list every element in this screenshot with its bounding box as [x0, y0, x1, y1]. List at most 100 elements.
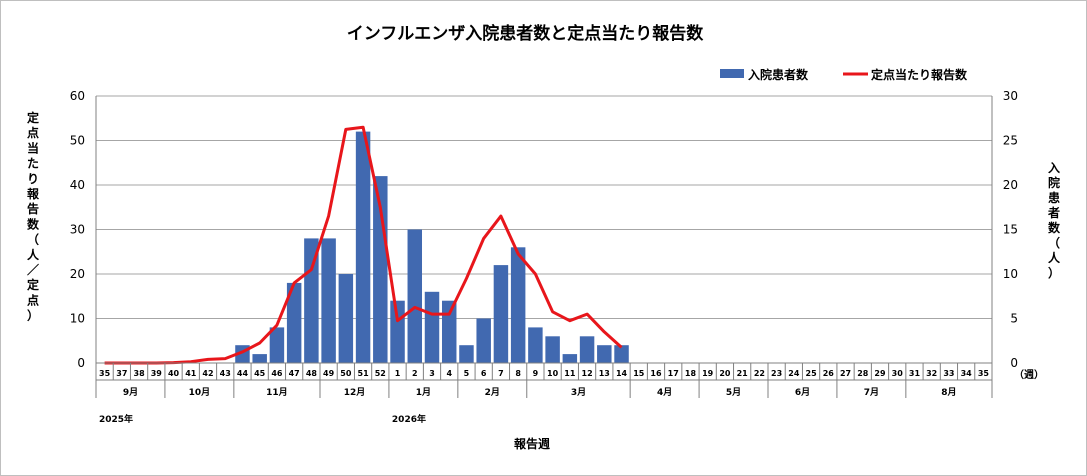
week-tick-label: 23 [771, 369, 782, 378]
left-axis-title-char: り [27, 172, 39, 186]
week-tick-label: 8 [515, 369, 521, 378]
left-tick-label: 0 [77, 356, 85, 370]
week-tick-label: 48 [306, 369, 318, 378]
week-tick-label: 42 [202, 369, 213, 378]
bar-series [235, 131, 629, 363]
year-label: 2025年 [99, 413, 133, 425]
week-tick-label: 6 [481, 369, 487, 378]
week-tick-label: 47 [289, 369, 300, 378]
week-tick-label: 31 [909, 369, 921, 378]
left-tick-label: 40 [70, 178, 85, 192]
right-axis-title-char: ） [1048, 265, 1060, 280]
week-tick-label: 4 [446, 369, 452, 378]
right-tick-label: 15 [1003, 223, 1018, 237]
week-tick-label: 2 [412, 369, 418, 378]
left-axis-title-char: ／ [27, 262, 39, 277]
week-tick-label: 40 [168, 369, 180, 378]
month-label: 4月 [657, 387, 672, 398]
right-tick-label: 10 [1003, 267, 1018, 281]
right-tick-label: 5 [1010, 312, 1018, 326]
bar [493, 265, 509, 363]
axes [95, 96, 993, 398]
month-label: 12月 [344, 387, 366, 398]
bar [597, 345, 612, 363]
week-tick-label: 18 [685, 369, 697, 378]
month-label: 11月 [266, 387, 288, 398]
week-tick-label: 32 [926, 369, 937, 378]
week-tick-label: 35 [978, 369, 990, 378]
left-axis-title-char: 人 [27, 247, 40, 262]
month-label: 5月 [726, 387, 741, 398]
bar [614, 345, 629, 363]
bar [562, 354, 578, 363]
bar [252, 354, 267, 363]
week-tick-label: 11 [564, 369, 576, 378]
month-label: 2月 [485, 387, 500, 398]
week-tick-label: 37 [116, 369, 127, 378]
bar [441, 300, 457, 363]
bar [579, 336, 595, 363]
week-tick-label: 43 [220, 369, 231, 378]
left-axis-title-char: （ [27, 232, 39, 247]
bar [390, 300, 405, 363]
week-tick-label: 45 [254, 369, 266, 378]
left-axis-title-char: た [27, 157, 39, 171]
x-axis-title: 報告週 [514, 436, 550, 451]
week-tick-label: 50 [340, 369, 352, 378]
right-axis-title-char: 院 [1048, 175, 1060, 190]
right-axis-title-char: 数 [1048, 220, 1061, 235]
week-tick-label: 46 [271, 369, 283, 378]
left-axis-title-char: 数 [27, 216, 40, 231]
week-tick-label: 9 [533, 369, 539, 378]
week-tick-label: 29 [874, 369, 886, 378]
week-tick-label: 20 [719, 369, 731, 378]
bar [459, 345, 474, 363]
week-tick-label: 30 [892, 369, 904, 378]
week-tick-label: 10 [547, 369, 559, 378]
legend-bar-label: 入院患者数 [748, 67, 809, 82]
right-tick-label: 30 [1003, 89, 1018, 103]
bar [304, 238, 319, 363]
right-axis-title-char: 患 [1048, 190, 1060, 205]
week-tick-label: 25 [806, 369, 818, 378]
week-tick-label: 21 [737, 369, 749, 378]
week-tick-label: 24 [788, 369, 800, 378]
month-label: 8月 [941, 387, 956, 398]
week-tick-label: 49 [323, 369, 335, 378]
week-tick-label: 38 [134, 369, 146, 378]
year-label: 2026年 [392, 413, 426, 425]
bar [355, 131, 371, 363]
chart-title: インフルエンザ入院患者数と定点当たり報告数 [347, 23, 704, 44]
right-axis-title-char: 者 [1047, 205, 1060, 220]
left-axis-title-char: 点 [27, 292, 39, 307]
right-axis-title-char: 人 [1048, 250, 1061, 265]
week-tick-label: 51 [358, 369, 370, 378]
week-tick-label: 5 [464, 369, 470, 378]
week-tick-label: 1 [395, 369, 401, 378]
right-tick-label: 0 [1010, 356, 1018, 370]
left-axis-title-char: 定 [27, 110, 39, 125]
left-tick-label: 50 [70, 134, 85, 148]
week-tick-label: 19 [702, 369, 714, 378]
week-tick-label: 28 [857, 369, 869, 378]
week-tick-label: 7 [498, 369, 504, 378]
left-tick-label: 10 [70, 312, 85, 326]
month-label: 6月 [795, 387, 810, 398]
right-tick-label: 25 [1003, 134, 1018, 148]
week-tick-label: 33 [943, 369, 954, 378]
week-tick-label: 14 [616, 369, 628, 378]
left-axis-title-char: ） [27, 308, 39, 323]
week-tick-label: 52 [375, 369, 386, 378]
left-tick-label: 60 [70, 89, 85, 103]
month-label: 7月 [864, 387, 879, 398]
bar [545, 336, 560, 363]
bar [321, 238, 336, 363]
month-label: 3月 [571, 387, 586, 398]
line-series [104, 125, 623, 365]
week-tick-label: 35 [99, 369, 111, 378]
week-tick-label: 41 [185, 369, 197, 378]
left-axis-title-char: 告 [27, 201, 39, 216]
week-tick-label: 39 [151, 369, 163, 378]
bar [269, 327, 285, 363]
week-tick-label: 22 [754, 369, 765, 378]
